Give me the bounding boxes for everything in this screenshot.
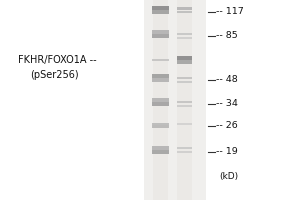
FancyBboxPatch shape	[152, 98, 169, 102]
FancyBboxPatch shape	[152, 78, 169, 82]
Text: -- 34: -- 34	[216, 99, 238, 108]
FancyBboxPatch shape	[177, 151, 192, 153]
FancyBboxPatch shape	[144, 0, 206, 200]
FancyBboxPatch shape	[177, 33, 192, 35]
FancyBboxPatch shape	[177, 101, 192, 103]
FancyBboxPatch shape	[152, 59, 169, 61]
Text: -- 19: -- 19	[216, 148, 238, 156]
FancyBboxPatch shape	[177, 60, 192, 64]
FancyBboxPatch shape	[177, 81, 192, 83]
Text: FKHR/FOXO1A --: FKHR/FOXO1A --	[18, 55, 97, 65]
Text: (pSer256): (pSer256)	[30, 70, 79, 80]
Text: -- 85: -- 85	[216, 31, 238, 40]
Text: -- 117: -- 117	[216, 7, 244, 17]
FancyBboxPatch shape	[177, 37, 192, 39]
FancyBboxPatch shape	[177, 11, 192, 13]
FancyBboxPatch shape	[177, 0, 192, 200]
FancyBboxPatch shape	[153, 0, 168, 200]
FancyBboxPatch shape	[177, 6, 192, 9]
FancyBboxPatch shape	[152, 6, 169, 10]
FancyBboxPatch shape	[152, 124, 169, 128]
FancyBboxPatch shape	[152, 30, 169, 34]
FancyBboxPatch shape	[177, 105, 192, 107]
Text: (kD): (kD)	[219, 171, 238, 180]
FancyBboxPatch shape	[177, 56, 192, 60]
FancyBboxPatch shape	[152, 123, 169, 125]
FancyBboxPatch shape	[152, 102, 169, 106]
FancyBboxPatch shape	[152, 150, 169, 154]
FancyBboxPatch shape	[177, 77, 192, 79]
Text: -- 26: -- 26	[216, 121, 238, 130]
FancyBboxPatch shape	[152, 34, 169, 38]
FancyBboxPatch shape	[177, 147, 192, 149]
Text: -- 48: -- 48	[216, 75, 238, 84]
FancyBboxPatch shape	[152, 74, 169, 78]
FancyBboxPatch shape	[152, 146, 169, 150]
FancyBboxPatch shape	[177, 123, 192, 125]
FancyBboxPatch shape	[152, 10, 169, 14]
